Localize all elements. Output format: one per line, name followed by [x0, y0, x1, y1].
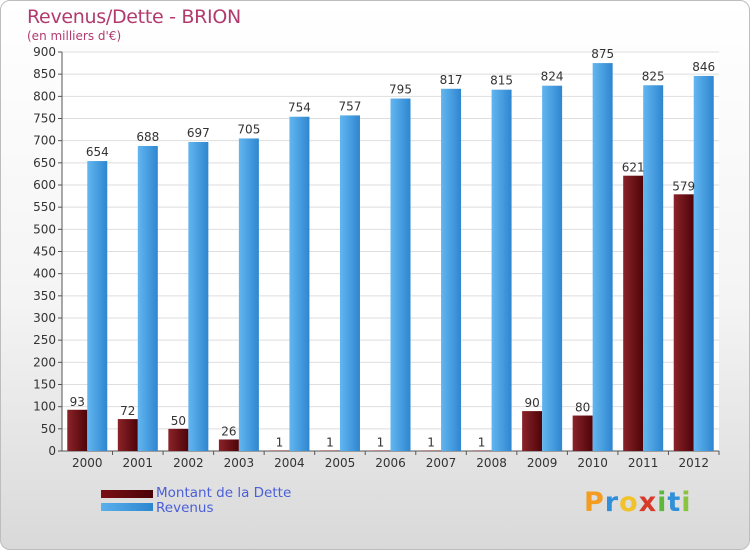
data-label-revenue: 824 [541, 70, 564, 84]
y-tick-label: 450 [33, 245, 56, 259]
data-label-revenue: 825 [642, 69, 665, 83]
logo-letter: x [638, 487, 658, 518]
data-label-debt: 621 [622, 161, 645, 175]
bar-revenue [643, 85, 664, 451]
x-tick-label: 2002 [173, 456, 204, 470]
bar-debt [117, 419, 138, 451]
data-label-revenue: 697 [187, 126, 210, 140]
legend-label-debt: Montant de la Dette [156, 485, 292, 501]
bar-revenue [289, 116, 310, 451]
bar-debt [572, 415, 593, 451]
data-label-revenue: 846 [692, 60, 715, 74]
y-tick-label: 350 [33, 289, 56, 303]
x-tick-label: 2010 [577, 456, 608, 470]
data-label-revenue: 754 [288, 101, 311, 115]
data-label-revenue: 875 [591, 47, 614, 61]
bar-revenue [238, 138, 259, 451]
x-tick-label: 2007 [426, 456, 457, 470]
x-tick-label: 2003 [224, 456, 255, 470]
y-tick-label: 50 [41, 422, 56, 436]
data-label-debt: 93 [70, 395, 85, 409]
data-label-debt: 1 [478, 436, 486, 450]
y-tick-label: 800 [33, 89, 56, 103]
y-tick-label: 750 [33, 112, 56, 126]
bar-debt [673, 194, 694, 451]
logo-letter: i [681, 487, 692, 518]
data-label-revenue: 795 [389, 83, 412, 97]
data-label-debt: 50 [171, 414, 186, 428]
bar-debt [218, 439, 239, 451]
bar-revenue [188, 141, 209, 451]
y-tick-label: 600 [33, 178, 56, 192]
x-tick-label: 2006 [375, 456, 406, 470]
bar-revenue [441, 88, 462, 452]
proxiti-logo: Proxiti [584, 487, 692, 518]
data-label-revenue: 817 [440, 73, 463, 87]
x-tick-label: 2012 [678, 456, 709, 470]
y-tick-label: 200 [33, 355, 56, 369]
data-label-revenue: 688 [136, 130, 159, 144]
y-tick-label: 850 [33, 67, 56, 81]
data-label-debt: 579 [672, 179, 695, 193]
chart-title: Revenus/Dette - BRION [27, 6, 241, 28]
bar-debt [623, 175, 644, 451]
logo-letter: o [619, 487, 639, 518]
legend-swatch-debt [101, 490, 153, 498]
x-tick-label: 2005 [325, 456, 356, 470]
y-tick-label: 900 [33, 45, 56, 59]
data-label-debt: 72 [120, 404, 135, 418]
data-label-debt: 80 [575, 401, 590, 415]
data-label-revenue: 654 [86, 145, 109, 159]
chart-subtitle: (en milliers d'€) [27, 29, 122, 43]
bar-revenue [491, 89, 512, 451]
bar-debt [522, 411, 543, 451]
y-tick-label: 700 [33, 134, 56, 148]
x-tick-label: 2008 [476, 456, 507, 470]
x-tick-label: 2011 [628, 456, 659, 470]
legend-label-revenue: Revenus [156, 500, 214, 516]
y-tick-label: 400 [33, 267, 56, 281]
data-label-debt: 1 [427, 436, 435, 450]
bar-debt [67, 409, 88, 451]
data-label-revenue: 705 [237, 122, 260, 136]
data-label-debt: 1 [276, 436, 284, 450]
bar-revenue [542, 85, 563, 452]
data-label-revenue: 815 [490, 74, 513, 88]
y-tick-label: 150 [33, 378, 56, 392]
y-tick-label: 0 [48, 444, 56, 458]
bar-revenue [339, 115, 360, 451]
data-label-debt: 90 [524, 396, 539, 410]
logo-letter: r [604, 487, 620, 518]
x-tick-label: 2004 [274, 456, 305, 470]
y-tick-label: 550 [33, 200, 56, 214]
y-tick-label: 300 [33, 311, 56, 325]
bar-revenue [592, 63, 613, 451]
data-label-debt: 1 [377, 436, 385, 450]
y-tick-label: 100 [33, 400, 56, 414]
legend-swatch-revenue [101, 503, 153, 511]
x-tick-label: 2009 [527, 456, 558, 470]
bar-debt [168, 428, 189, 451]
x-tick-label: 2000 [72, 456, 103, 470]
logo-letter: i [657, 487, 668, 518]
bar-revenue [87, 161, 108, 451]
bar-revenue [693, 75, 714, 451]
y-tick-label: 500 [33, 222, 56, 236]
y-tick-label: 650 [33, 156, 56, 170]
x-tick-label: 2001 [123, 456, 154, 470]
data-label-debt: 26 [221, 424, 236, 438]
data-label-debt: 1 [326, 436, 334, 450]
logo-letter: P [584, 487, 605, 518]
bar-revenue [390, 98, 411, 452]
y-tick-label: 250 [33, 333, 56, 347]
bar-revenue [137, 145, 158, 451]
data-label-revenue: 757 [339, 99, 362, 113]
logo-letter: t [667, 487, 682, 518]
